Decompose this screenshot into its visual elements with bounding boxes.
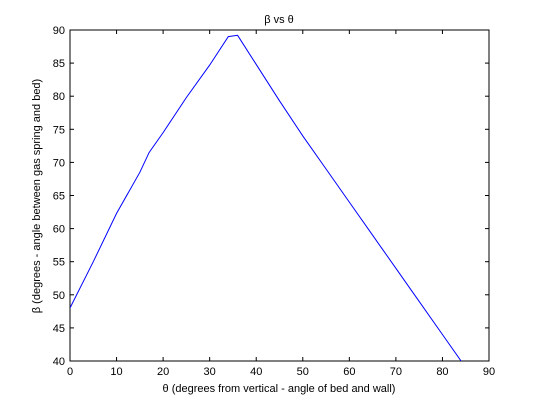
y-tick-label: 75: [53, 124, 65, 136]
y-tick-label: 65: [53, 191, 65, 203]
y-tick-label: 60: [53, 224, 65, 236]
y-tick-label: 85: [53, 58, 65, 70]
y-tick-label: 80: [53, 91, 65, 103]
x-tick-label: 50: [297, 366, 309, 378]
x-tick-label: 30: [204, 366, 216, 378]
y-tick-label: 90: [53, 25, 65, 37]
y-tick-label: 45: [53, 323, 65, 335]
x-tick-label: 90: [483, 366, 495, 378]
y-tick-label: 40: [53, 356, 65, 368]
y-axis-label: β (degrees - angle between gas spring an…: [31, 79, 43, 313]
x-axis-label: θ (degrees from vertical - angle of bed …: [163, 383, 396, 395]
y-tick-label: 70: [53, 157, 65, 169]
y-tick-label: 50: [53, 290, 65, 302]
y-tick-label: 55: [53, 257, 65, 269]
x-tick-label: 80: [436, 366, 448, 378]
series-line-1: [70, 34, 462, 361]
x-tick-label: 20: [157, 366, 169, 378]
plot-area-frame: [69, 29, 490, 362]
x-tick-label: 70: [390, 366, 402, 378]
x-tick-label: 10: [110, 366, 122, 378]
chart-title: β vs θ: [264, 14, 294, 26]
x-tick-label: 40: [250, 366, 262, 378]
x-tick-label: 60: [343, 366, 355, 378]
x-tick-label: 0: [67, 366, 73, 378]
